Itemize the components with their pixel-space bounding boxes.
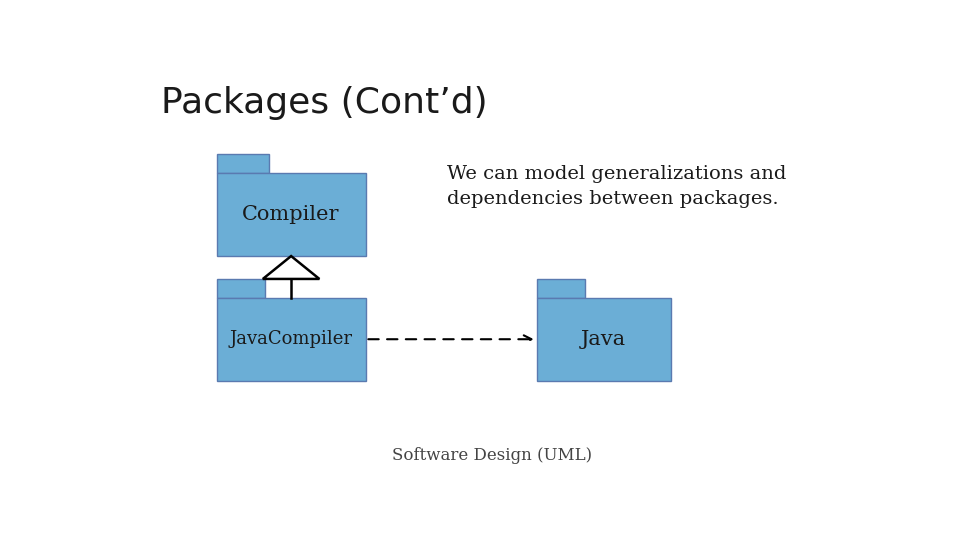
Bar — [217, 173, 366, 256]
Text: Java: Java — [581, 330, 626, 349]
Text: JavaCompiler: JavaCompiler — [229, 330, 352, 348]
Bar — [217, 154, 269, 173]
Text: Software Design (UML): Software Design (UML) — [392, 447, 592, 464]
Polygon shape — [263, 256, 320, 279]
Text: Packages (Cont’d): Packages (Cont’d) — [161, 85, 488, 119]
Bar — [217, 298, 366, 381]
Bar — [537, 298, 670, 381]
Bar — [217, 279, 265, 298]
Text: Compiler: Compiler — [242, 205, 340, 224]
Text: We can model generalizations and
dependencies between packages.: We can model generalizations and depende… — [447, 165, 787, 207]
Bar — [537, 279, 585, 298]
